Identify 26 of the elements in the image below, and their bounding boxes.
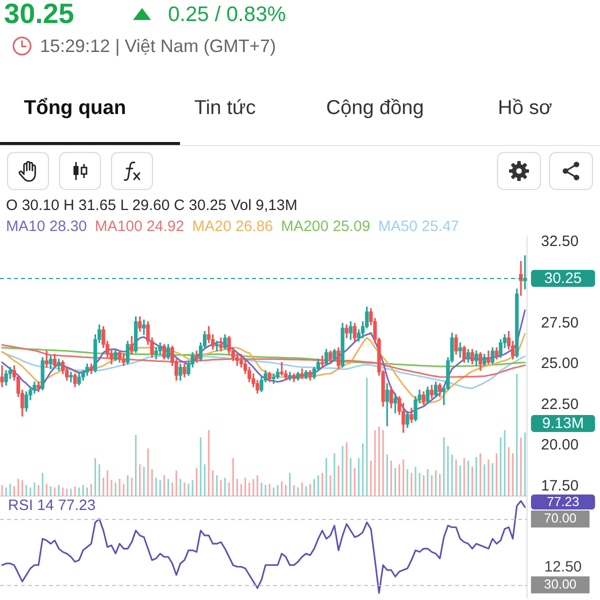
y-tick-label: 30.00 — [544, 576, 577, 592]
text: 15:29:12 | Việt Nam (GMT+7) — [40, 35, 276, 57]
data-label: 77.23 — [546, 494, 580, 510]
text: MA20 26.86 — [192, 218, 274, 235]
y-tick-label: 70.00 — [544, 510, 577, 526]
series-label: RSI 14 77.23 — [8, 497, 96, 514]
text: Cộng đồng — [325, 96, 425, 120]
y-tick-label: 25.00 — [540, 355, 579, 372]
text: 9.13M — [542, 415, 584, 432]
chart-subtitle: 0.25 / 0.83% — [168, 2, 286, 28]
text: MA50 25.47 — [378, 218, 460, 235]
text: Hồ sơ — [496, 96, 554, 120]
text: 30.25 — [4, 0, 74, 29]
y-tick-label: 27.50 — [540, 314, 579, 332]
text: O 30.10 H 31.65 L 29.60 C 30.25 Vol 9,13M — [6, 197, 298, 214]
text: Tổng quan — [22, 96, 128, 120]
text: MA10 28.30 — [6, 218, 87, 235]
text: MA200 25.09 — [281, 218, 370, 235]
y-tick-label: 20.00 — [540, 436, 579, 454]
text: 30.25 — [544, 270, 582, 288]
y-tick-label: 22.50 — [540, 396, 579, 413]
y-tick-label: 17.50 — [540, 477, 579, 494]
y-tick-label: 32.50 — [540, 232, 579, 250]
text: MA100 24.92 — [94, 218, 184, 235]
text: Tin tức — [193, 96, 257, 120]
text: 12.50 — [544, 558, 582, 576]
